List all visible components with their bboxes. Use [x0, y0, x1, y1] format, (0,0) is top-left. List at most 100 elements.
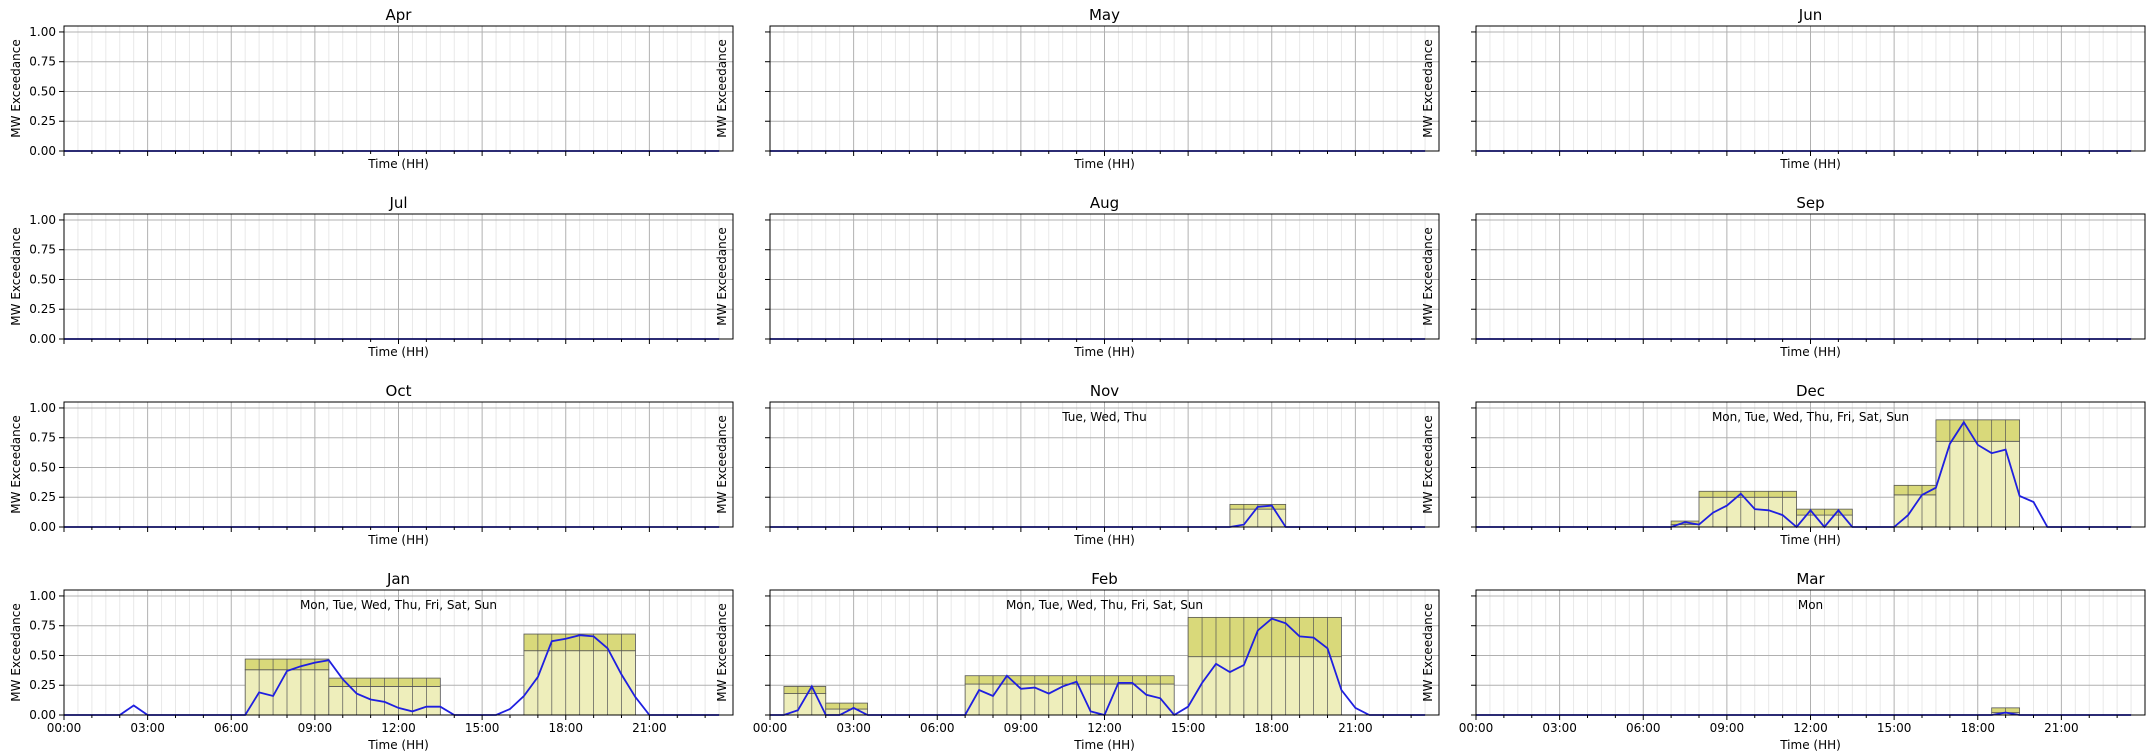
y-tick-label: 0.25 — [29, 678, 56, 692]
x-axis-label: Time (HH) — [1779, 157, 1841, 171]
panel-title: Jun — [1798, 6, 1822, 24]
x-tick-label: 06:00 — [920, 721, 955, 735]
y-tick-label: 0.75 — [29, 55, 56, 69]
panel-feb: 00:00 03:00 06:00 09:00 12:00 15:00 18:00 21:00… — [715, 570, 1440, 752]
y-axis-label: MW Exceedance — [1421, 39, 1435, 137]
x-tick-label: 03:00 — [836, 721, 871, 735]
y-tick-label: 1.00 — [29, 213, 56, 227]
panel-sep: Sep Time (HH) MW Exceedance — [1421, 194, 2146, 359]
y-tick-label: 1.00 — [29, 401, 56, 415]
x-tick-label: 18:00 — [1960, 721, 1995, 735]
x-tick-label: 03:00 — [130, 721, 165, 735]
x-tick-label: 18:00 — [1254, 721, 1289, 735]
x-axis-label: Time (HH) — [367, 738, 429, 752]
panel-jun: Jun Time (HH) MW Exceedance — [1421, 6, 2146, 171]
y-tick-label: 0.00 — [29, 520, 56, 534]
x-axis-label: Time (HH) — [1073, 157, 1135, 171]
panel-dec: Dec Time (HH) MW Exceedance Mon, Tue, Wed, … — [1421, 382, 2146, 547]
x-axis-label: Time (HH) — [1073, 345, 1135, 359]
y-axis-label: MW Exceedance — [1421, 227, 1435, 325]
y-axis-label: MW Exceedance — [9, 603, 23, 701]
x-tick-label: 09:00 — [1710, 721, 1745, 735]
panel-title: Feb — [1091, 570, 1118, 588]
panel-title: Aug — [1090, 194, 1119, 212]
panel-title: Jul — [388, 194, 407, 212]
y-tick-label: 0.25 — [29, 490, 56, 504]
exceedance-bar-low — [1187, 656, 1342, 716]
x-tick-label: 15:00 — [1877, 721, 1912, 735]
y-axis-label: MW Exceedance — [9, 415, 23, 513]
x-tick-label: 09:00 — [298, 721, 333, 735]
x-tick-label: 12:00 — [381, 721, 416, 735]
panel-jul: 0.00 0.25 0.50 0.75 1.00 Jul Time (HH) MW Excee… — [9, 194, 734, 359]
x-tick-label: 00:00 — [47, 721, 82, 735]
y-tick-label: 0.50 — [29, 272, 56, 286]
panel-mar: 00:00 03:00 06:00 09:00 12:00 15:00 18:00 21:00… — [1421, 570, 2146, 752]
days-annotation: Mon, Tue, Wed, Thu, Fri, Sat, Sun — [300, 598, 497, 612]
x-tick-label: 03:00 — [1542, 721, 1577, 735]
x-tick-label: 21:00 — [632, 721, 667, 735]
x-axis-label: Time (HH) — [367, 345, 429, 359]
x-tick-label: 15:00 — [465, 721, 500, 735]
x-tick-label: 06:00 — [1626, 721, 1661, 735]
panel-title: Sep — [1796, 194, 1824, 212]
x-axis-label: Time (HH) — [1073, 738, 1135, 752]
panel-oct: 0.00 0.25 0.50 0.75 1.00 Oct Time (HH) MW Excee… — [9, 382, 734, 547]
y-axis-label: MW Exceedance — [715, 39, 729, 137]
exceedance-bar-high — [1187, 616, 1342, 658]
exceedance-bar-high — [1698, 490, 1797, 498]
y-axis-label: MW Exceedance — [715, 415, 729, 513]
y-tick-label: 0.00 — [29, 144, 56, 158]
days-annotation: Tue, Wed, Thu — [1061, 410, 1146, 424]
x-axis-label: Time (HH) — [1779, 533, 1841, 547]
days-annotation: Mon, Tue, Wed, Thu, Fri, Sat, Sun — [1006, 598, 1203, 612]
x-tick-label: 12:00 — [1087, 721, 1122, 735]
x-tick-label: 12:00 — [1793, 721, 1828, 735]
panel-apr: 0.00 0.25 0.50 0.75 1.00 Apr Time (HH) MW Excee… — [9, 6, 734, 171]
y-tick-label: 0.75 — [29, 431, 56, 445]
y-tick-label: 0.50 — [29, 648, 56, 662]
y-axis-label: MW Exceedance — [1421, 415, 1435, 513]
x-axis-label: Time (HH) — [367, 533, 429, 547]
panel-may: May Time (HH) MW Exceedance — [715, 6, 1440, 171]
y-tick-label: 0.00 — [29, 708, 56, 722]
panel-title: Oct — [386, 382, 412, 400]
y-tick-label: 1.00 — [29, 589, 56, 603]
x-tick-label: 06:00 — [214, 721, 249, 735]
x-tick-label: 00:00 — [1459, 721, 1494, 735]
y-axis-label: MW Exceedance — [715, 227, 729, 325]
y-tick-label: 0.25 — [29, 114, 56, 128]
x-tick-label: 15:00 — [1171, 721, 1206, 735]
x-tick-label: 09:00 — [1004, 721, 1039, 735]
panel-title: Mar — [1796, 570, 1825, 588]
x-axis-label: Time (HH) — [1779, 738, 1841, 752]
panel-title: Nov — [1090, 382, 1119, 400]
panel-nov: Nov Time (HH) MW Exceedance Tue, Wed, Thu — [715, 382, 1440, 547]
exceedance-bar-high — [964, 675, 1175, 685]
x-tick-label: 21:00 — [2044, 721, 2079, 735]
y-tick-label: 0.75 — [29, 619, 56, 633]
y-tick-label: 1.00 — [29, 25, 56, 39]
panel-title: May — [1089, 6, 1120, 24]
y-axis-label: MW Exceedance — [9, 227, 23, 325]
days-annotation: Mon — [1798, 598, 1823, 612]
x-axis-label: Time (HH) — [1073, 533, 1135, 547]
panel-title: Jan — [386, 570, 410, 588]
x-tick-label: 18:00 — [548, 721, 583, 735]
panel-title: Apr — [386, 6, 413, 24]
x-tick-label: 00:00 — [753, 721, 788, 735]
y-tick-label: 0.00 — [29, 332, 56, 346]
y-axis-label: MW Exceedance — [9, 39, 23, 137]
exceedance-bar-low — [964, 683, 1175, 716]
y-axis-label: MW Exceedance — [1421, 603, 1435, 701]
exceedance-bar-high — [825, 702, 868, 710]
y-tick-label: 0.75 — [29, 243, 56, 257]
days-annotation: Mon, Tue, Wed, Thu, Fri, Sat, Sun — [1712, 410, 1909, 424]
panel-title: Dec — [1796, 382, 1825, 400]
y-tick-label: 0.50 — [29, 84, 56, 98]
x-tick-label: 21:00 — [1338, 721, 1373, 735]
exceedance-bar-high — [783, 686, 827, 694]
panel-aug: Aug Time (HH) MW Exceedance — [715, 194, 1440, 359]
x-axis-label: Time (HH) — [367, 157, 429, 171]
